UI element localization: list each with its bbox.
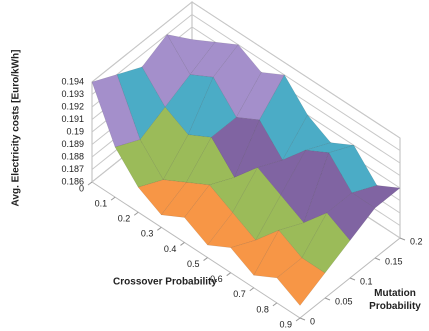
x-tick bbox=[203, 257, 208, 261]
z-axis-title: Avg. Electricity costs [Euro/kWh] bbox=[11, 50, 22, 207]
y-tick bbox=[349, 277, 356, 281]
x-tick-label: 0.1 bbox=[95, 198, 108, 208]
z-tick-label: 0.194 bbox=[61, 76, 84, 86]
x-tick bbox=[157, 226, 162, 231]
y-tick-label: 0.2 bbox=[410, 236, 423, 246]
grid-line bbox=[91, 13, 401, 151]
grid-line bbox=[91, 1, 401, 139]
x-tick-label: 0.7 bbox=[233, 289, 246, 299]
y-tick-label: 0.15 bbox=[385, 256, 403, 266]
y-tick bbox=[399, 237, 406, 241]
z-tick-label: 0.192 bbox=[61, 101, 84, 111]
x-tick bbox=[87, 181, 93, 186]
x-tick bbox=[249, 287, 255, 292]
y-tick-label: 0.05 bbox=[335, 296, 353, 306]
x-tick bbox=[133, 211, 139, 216]
z-tick-label: 0.189 bbox=[61, 139, 84, 149]
z-tick-label: 0.188 bbox=[61, 151, 84, 161]
x-tick-label: 0.2 bbox=[118, 214, 131, 224]
x-axis-title: Crossover Probability bbox=[113, 277, 217, 288]
y-tick bbox=[374, 257, 381, 261]
y-tick bbox=[299, 317, 306, 321]
x-tick-label: 0 bbox=[79, 183, 84, 193]
x-tick bbox=[110, 196, 116, 201]
x-tick-label: 0.3 bbox=[141, 229, 154, 239]
z-tick-label: 0.19 bbox=[66, 126, 84, 136]
surface-patch bbox=[276, 257, 326, 306]
x-tick-label: 0.6 bbox=[210, 274, 223, 284]
x-tick bbox=[295, 317, 301, 322]
x-tick bbox=[180, 242, 185, 246]
z-tick-label: 0.191 bbox=[61, 114, 84, 124]
y-tick-label: 0.1 bbox=[360, 276, 373, 286]
x-tick-label: 0.4 bbox=[164, 244, 177, 254]
x-tick bbox=[272, 302, 278, 307]
z-tick-label: 0.187 bbox=[61, 164, 84, 174]
y-tick-label: 0 bbox=[310, 316, 315, 326]
x-tick-label: 0.9 bbox=[279, 319, 292, 329]
x-tick-label: 0.8 bbox=[256, 304, 269, 314]
y-tick bbox=[324, 297, 331, 301]
z-tick-label: 0.193 bbox=[61, 89, 84, 99]
surface-patch bbox=[301, 212, 351, 274]
x-tick bbox=[226, 272, 231, 277]
z-tick-label: 0.186 bbox=[61, 176, 84, 186]
y-axis-title: Mutation Probability bbox=[369, 288, 421, 312]
x-tick-label: 0.5 bbox=[187, 259, 200, 269]
